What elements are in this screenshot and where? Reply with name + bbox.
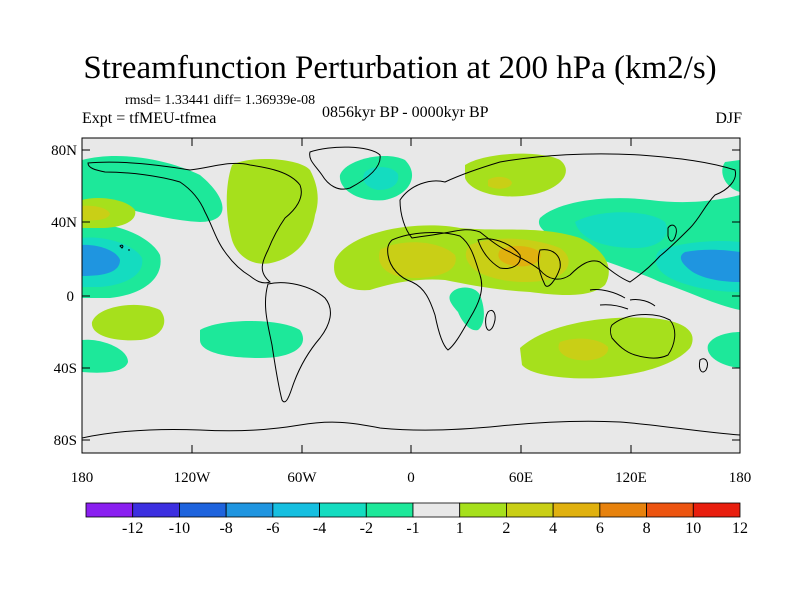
contour-region-north-pacific-core	[82, 205, 110, 221]
coast-north-america	[87, 161, 302, 284]
coast-eurasia	[399, 153, 737, 283]
colorbar-swatch	[319, 502, 367, 518]
coast-japan	[667, 224, 677, 242]
plot-title: Streamfunction Perturbation at 200 hPa (…	[83, 50, 717, 86]
colorbar-label: 8	[643, 520, 651, 537]
colorbar-swatch	[132, 502, 180, 518]
colorbar	[85, 502, 741, 518]
colorbar-swatch	[412, 502, 461, 518]
lat-label-40s: 40S	[54, 361, 77, 377]
colorbar-swatch	[599, 502, 647, 518]
colorbar-swatch	[225, 502, 274, 518]
colorbar-label: -12	[122, 520, 143, 537]
contour-region-east-pacific-core	[82, 244, 120, 276]
colorbar-label: -4	[313, 520, 326, 537]
colorbar-label: 4	[549, 520, 557, 537]
coastlines	[82, 146, 740, 439]
lat-label-80s: 80S	[54, 433, 77, 449]
colorbar-swatch	[552, 502, 601, 518]
lon-ticks	[81, 138, 741, 453]
colorbar-swatch	[506, 502, 554, 518]
colorbar-label: -10	[169, 520, 190, 537]
contour-region-south-pacific	[200, 321, 304, 358]
colorbar-swatch	[692, 502, 741, 518]
lat-label-40n: 40N	[51, 215, 77, 231]
colorbar-swatch	[459, 502, 507, 518]
coast-africa	[387, 232, 483, 351]
colorbar-label: -2	[360, 520, 373, 537]
contour-region-north-atlantic	[226, 158, 318, 264]
contour-region-west-pacific-core	[680, 249, 740, 282]
colorbar-label: -8	[219, 520, 232, 537]
contour-region-madagascar	[449, 287, 484, 331]
coast-indonesia	[589, 289, 656, 310]
colorbar-swatch	[646, 502, 694, 518]
colorbar-label: 1	[456, 520, 464, 537]
colorbar-label: -6	[266, 520, 279, 537]
colorbar-swatch	[179, 502, 227, 518]
contour-region-siberia-core	[488, 176, 512, 189]
contour-region-north-asia-inner	[575, 212, 667, 248]
contour-region-sahara	[379, 242, 456, 278]
coast-arabia	[477, 238, 521, 269]
colorbar-label: 12	[732, 520, 748, 537]
lon-label-180e: 180	[729, 470, 752, 486]
lat-label-80n: 80N	[51, 143, 77, 159]
colorbar-swatch	[365, 502, 414, 518]
contour-region-south-pacific-positive	[91, 304, 165, 341]
lon-label-120e: 120E	[615, 470, 647, 486]
colorbar-label: 10	[685, 520, 701, 537]
colorbar-swatch	[85, 502, 134, 518]
coast-australia	[610, 314, 676, 359]
colorbar-swatch	[272, 502, 320, 518]
lon-label-120w: 120W	[174, 470, 212, 486]
colorbar-label: 2	[502, 520, 510, 537]
contour-region-southeast-pacific	[82, 339, 128, 373]
colorbar-label: -1	[406, 520, 419, 537]
experiment-label: Expt = tfMEU-tfmea	[82, 110, 217, 127]
colorbar-label: 6	[596, 520, 604, 537]
lat-ticks	[82, 149, 740, 441]
contour-region-south-right	[707, 332, 740, 368]
lat-label-eq: 0	[67, 289, 75, 305]
stats-line: rmsd= 1.33441 diff= 1.36939e-08	[125, 93, 316, 108]
period-label: 0856kyr BP - 0000kyr BP	[322, 104, 489, 121]
season-label: DJF	[715, 110, 742, 127]
coast-india	[537, 249, 561, 287]
coast-south-america	[265, 282, 331, 403]
coast-madagascar	[485, 309, 496, 331]
coast-hawaii	[119, 244, 130, 251]
lon-label-60e: 60E	[509, 470, 533, 486]
coast-antarctica	[82, 420, 740, 439]
coast-greenland	[309, 146, 381, 190]
lon-label-0: 0	[407, 470, 415, 486]
lon-label-180w: 180	[71, 470, 94, 486]
colorbar-labels: -12 -10 -8 -6 -4 -2 -1 1 2 4 6 8 10 12	[122, 520, 748, 537]
lon-label-60w: 60W	[287, 470, 317, 486]
contour-region-southern-indian-core	[558, 338, 609, 361]
coast-new-zealand	[699, 358, 708, 373]
